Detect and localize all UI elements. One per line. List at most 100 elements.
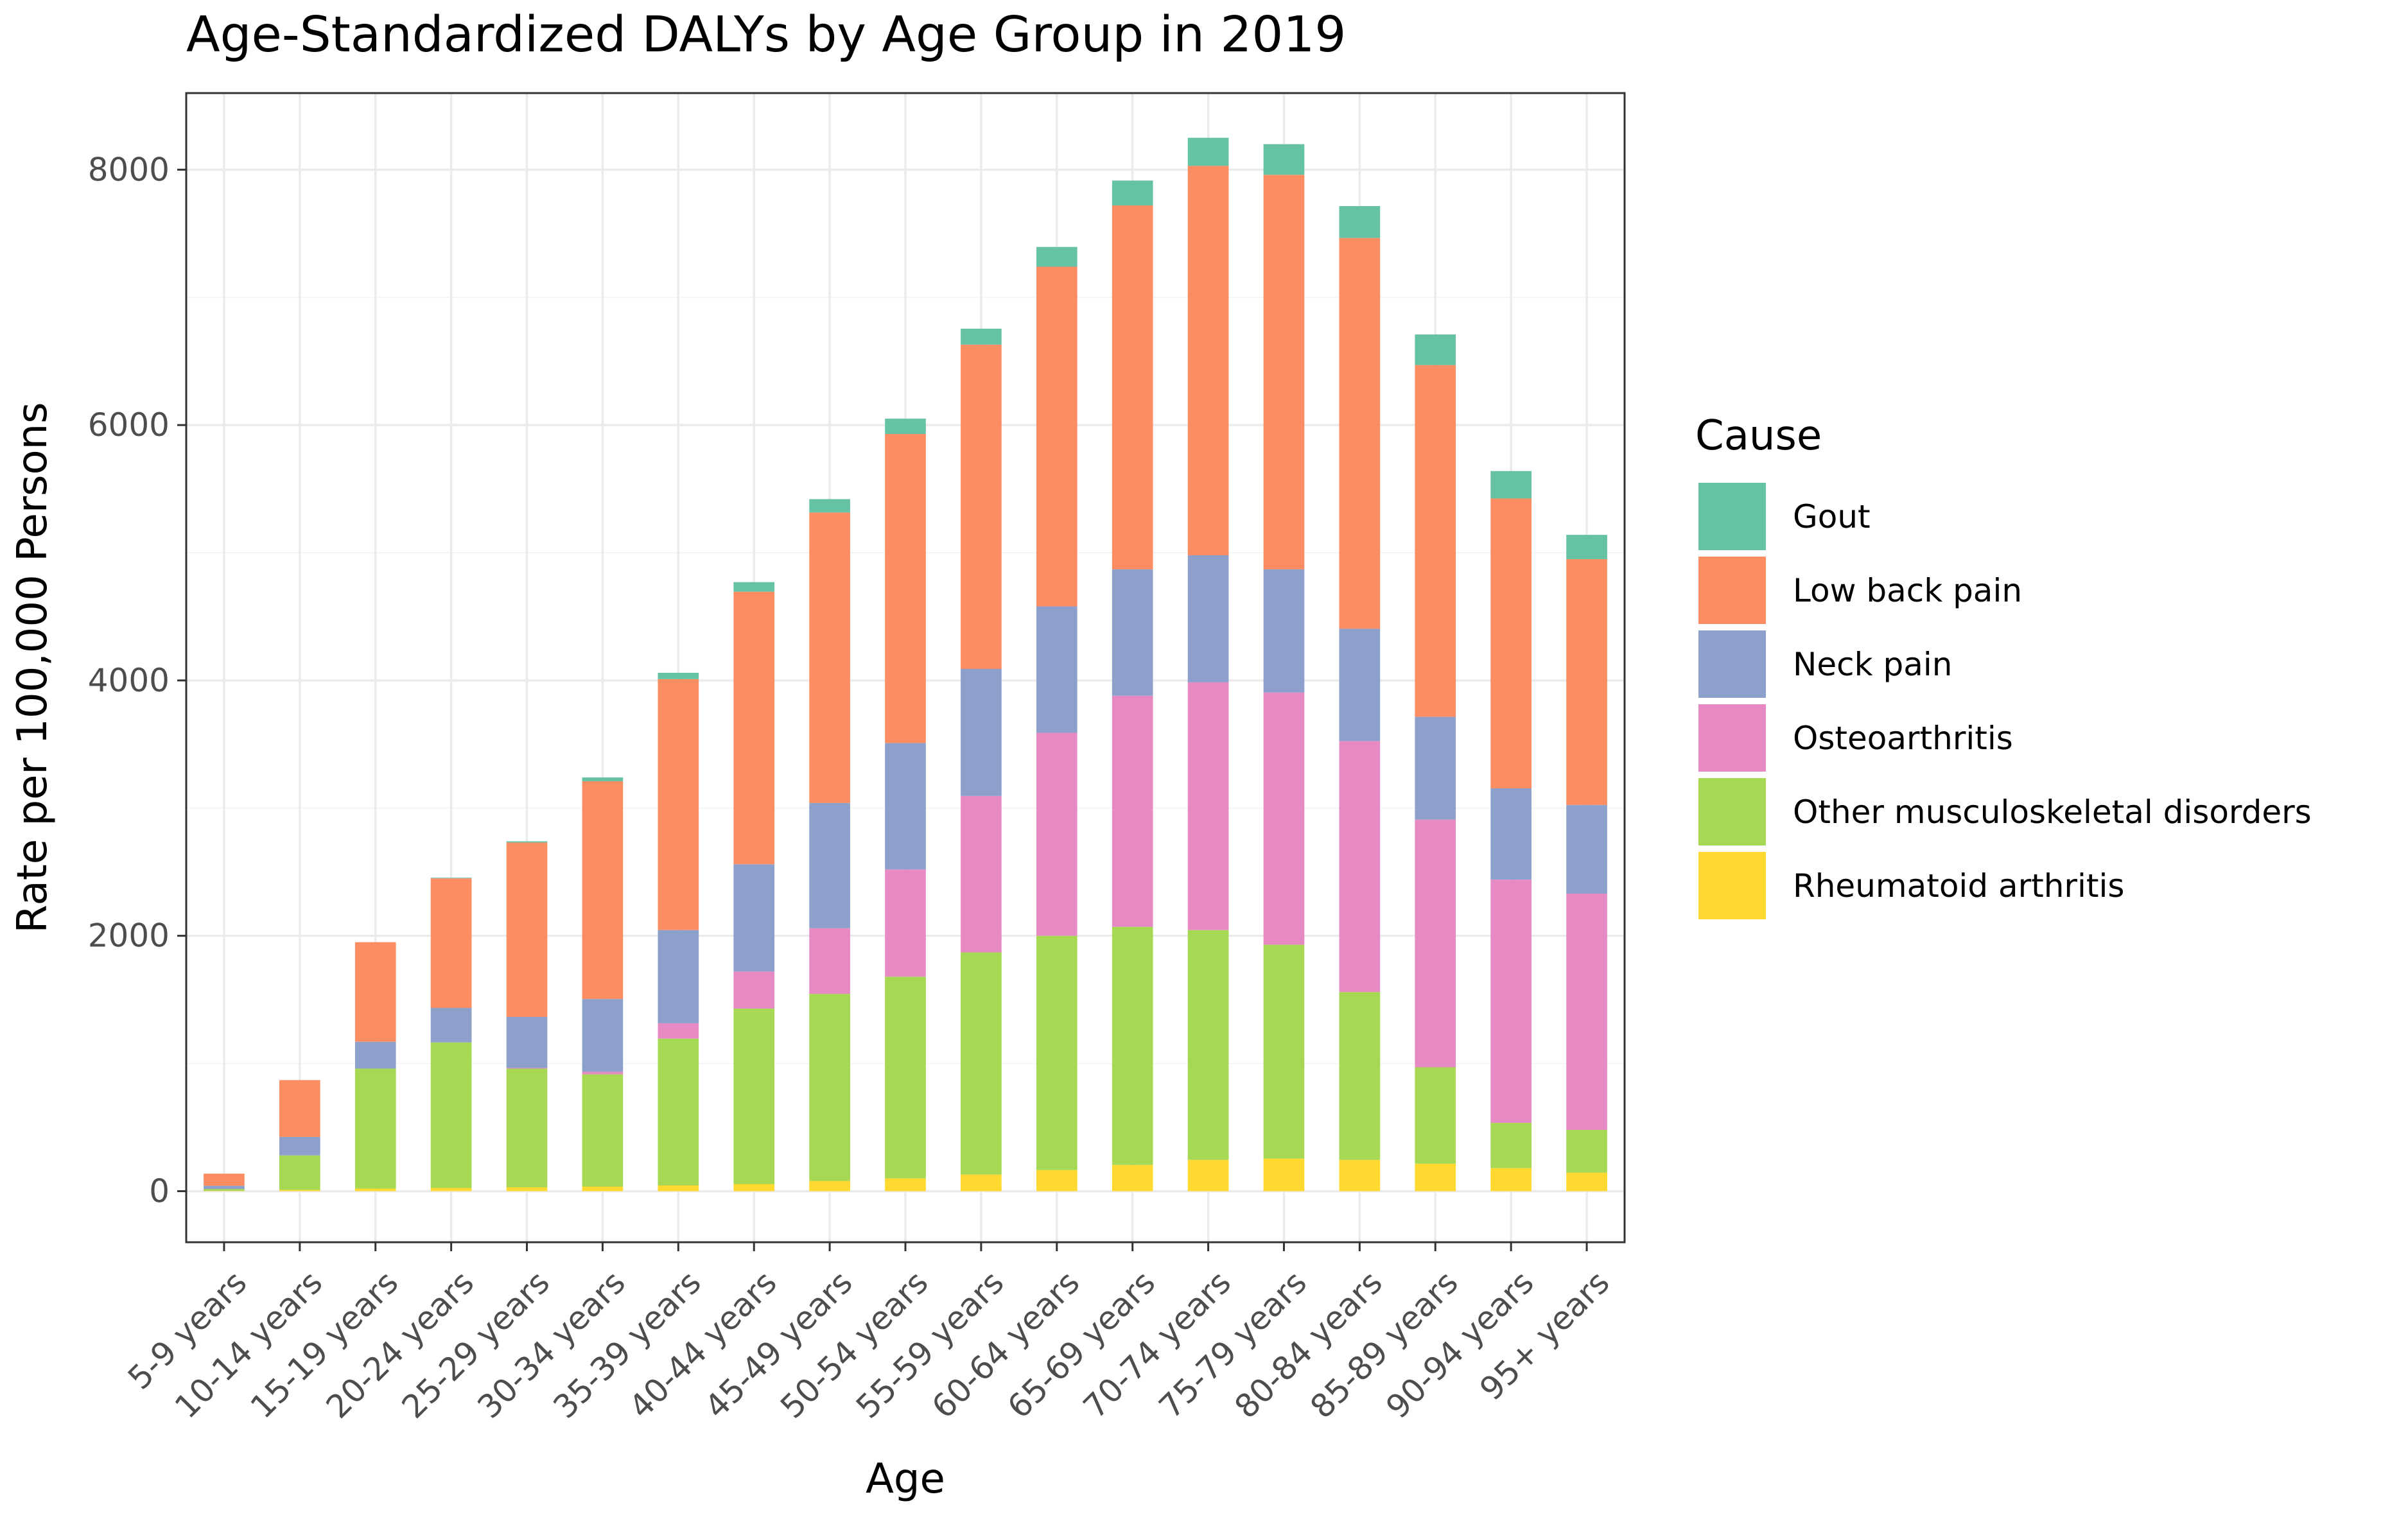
bar-segment (1036, 935, 1077, 1170)
bar-segment (279, 1155, 320, 1190)
x-axis-title: Age (866, 1455, 945, 1503)
bars (204, 137, 1607, 1192)
bar-segment (1339, 1159, 1381, 1192)
bar-segment (809, 1181, 850, 1192)
bar-segment (809, 928, 850, 994)
bar-segment (961, 1174, 1002, 1192)
bar-segment (1112, 926, 1153, 1165)
bar-segment (1415, 819, 1456, 1068)
legend-key (1698, 630, 1766, 698)
bar-segment (204, 1174, 245, 1186)
bar-segment (885, 976, 926, 1179)
bar-segment (1263, 1158, 1305, 1192)
y-tick-label: 8000 (88, 151, 170, 188)
bar-segment (1566, 894, 1607, 1130)
bar-segment (1263, 175, 1305, 569)
legend-key (1698, 704, 1766, 772)
bar-segment (658, 672, 699, 679)
bar-segment (1490, 471, 1531, 499)
bar-segment (961, 328, 1002, 345)
bar-segment (354, 1188, 396, 1192)
bar-segment (1339, 741, 1381, 993)
bar-segment (1566, 535, 1607, 559)
bar-segment (1187, 1159, 1229, 1192)
bar-segment (506, 841, 548, 843)
bar-segment (809, 994, 850, 1181)
bar-segment (1263, 944, 1305, 1159)
legend-label: Other musculoskeletal disorders (1793, 793, 2312, 831)
bar-segment (582, 1186, 624, 1192)
bar-segment (809, 499, 850, 513)
bar-segment (1036, 606, 1077, 733)
bar-segment (1263, 144, 1305, 175)
bar-segment (506, 1187, 548, 1192)
bar-segment (658, 930, 699, 1023)
bar-segment (1415, 716, 1456, 820)
bar-segment (204, 1189, 245, 1192)
bar-segment (1339, 628, 1381, 741)
bar-segment (430, 878, 472, 1009)
chart-title: Age-Standardized DALYs by Age Group in 2… (186, 6, 1346, 64)
bar-segment (1263, 569, 1305, 693)
y-axis: 0 2000 4000 6000 8000 (88, 151, 186, 1209)
bar-segment (1112, 205, 1153, 569)
bar-segment (1339, 238, 1381, 629)
y-tick-label: 0 (149, 1172, 170, 1209)
bar-segment (1187, 555, 1229, 682)
bar-segment (1187, 930, 1229, 1160)
bar-segment (1490, 498, 1531, 788)
bar-segment (1490, 880, 1531, 1123)
bar-segment (354, 942, 396, 1042)
bar-segment (1490, 788, 1531, 880)
legend-label: Low back pain (1793, 572, 2022, 609)
bar-segment (961, 795, 1002, 953)
bar-segment (279, 1080, 320, 1137)
bar-segment (1566, 1172, 1607, 1192)
bar-segment (506, 842, 548, 1017)
bar-segment (582, 781, 624, 1000)
y-tick-label: 2000 (88, 917, 170, 955)
legend-label: Neck pain (1793, 646, 1952, 683)
bar-segment (1415, 365, 1456, 717)
legend-key (1698, 557, 1766, 624)
bar-segment (430, 1188, 472, 1192)
bar-segment (354, 1041, 396, 1069)
bar-segment (1415, 1163, 1456, 1192)
bar-segment (1036, 732, 1077, 936)
bar-segment (885, 419, 926, 435)
bar-segment (885, 869, 926, 977)
bar-segment (1490, 1168, 1531, 1192)
bar-segment (809, 512, 850, 803)
bar-segment (1566, 804, 1607, 894)
bar-segment (733, 1184, 775, 1192)
bar-segment (506, 1016, 548, 1068)
bar-segment (961, 344, 1002, 669)
bar-segment (658, 1185, 699, 1192)
bar-segment (204, 1186, 245, 1190)
bar-segment (1112, 695, 1153, 927)
bar-segment (1339, 992, 1381, 1160)
bar-segment (506, 1068, 548, 1069)
bar-segment (582, 1071, 624, 1075)
bar-segment (1036, 266, 1077, 607)
bar-segment (1566, 559, 1607, 805)
bar-segment (1187, 166, 1229, 555)
legend: Cause Gout Low back pain Neck pain Osteoart… (1695, 412, 2312, 919)
bar-segment (733, 1009, 775, 1184)
bar-segment (1415, 1067, 1456, 1164)
bar-segment (733, 971, 775, 1009)
bar-segment (1415, 334, 1456, 365)
legend-label: Rheumatoid arthritis (1793, 867, 2124, 905)
bar-segment (582, 999, 624, 1072)
y-axis-title: Rate per 100,000 Persons (9, 402, 57, 933)
bar-segment (885, 434, 926, 743)
bar-segment (1187, 682, 1229, 930)
bar-segment (582, 777, 624, 782)
bar-segment (658, 1023, 699, 1039)
bar-segment (1566, 1129, 1607, 1173)
bar-segment (733, 582, 775, 592)
bar-segment (658, 679, 699, 930)
bar-segment (279, 1190, 320, 1192)
